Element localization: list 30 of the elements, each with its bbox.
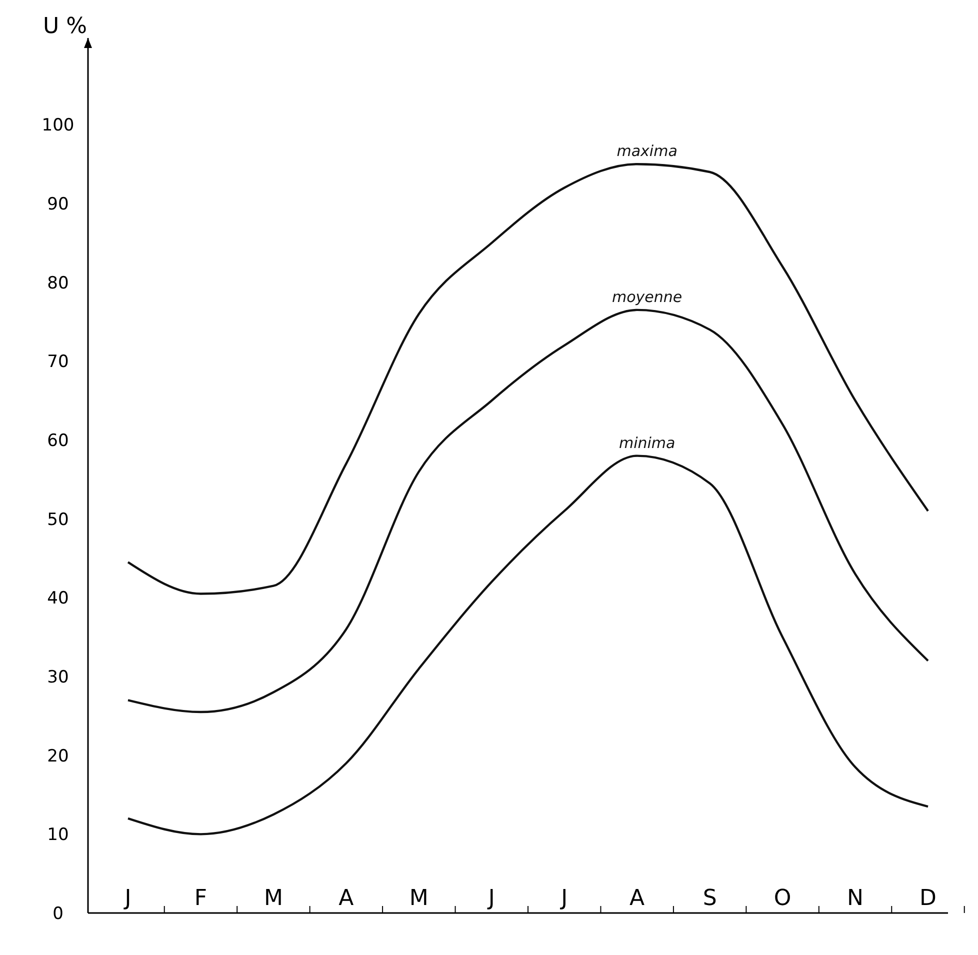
x-tick-label: F <box>194 886 208 911</box>
y-tick-label: 80 <box>47 273 69 294</box>
x-tick-label: J <box>122 886 132 911</box>
y-tick-label: 40 <box>47 588 69 609</box>
y-tick-label: 30 <box>47 667 69 688</box>
y-tick-label: 90 <box>47 194 69 214</box>
x-tick-label: J <box>486 886 495 911</box>
y-axis-title: U % <box>43 14 87 39</box>
y-tick-label: 100 <box>42 116 74 136</box>
line-series <box>126 308 930 714</box>
x-tick-label: J <box>559 886 568 911</box>
line-series <box>126 163 930 595</box>
x-tick-label: N <box>847 886 864 911</box>
y-tick-label: 0 <box>52 904 64 924</box>
series-label: maxima <box>616 142 678 160</box>
y-tick-label: 10 <box>47 825 69 846</box>
x-tick-label: A <box>630 886 645 911</box>
series-label: minima <box>618 434 676 452</box>
x-tick-label: M <box>409 886 428 911</box>
x-tick-label: O <box>774 886 792 911</box>
y-tick-label: 50 <box>47 510 69 530</box>
x-tick-label: D <box>920 886 936 911</box>
line-series <box>126 454 930 836</box>
y-tick-label: 60 <box>47 430 69 451</box>
x-tick-label: S <box>702 886 717 911</box>
y-tick-label: 20 <box>47 746 69 766</box>
x-tick-label: A <box>338 886 354 911</box>
x-tick-label: M <box>264 886 283 911</box>
series-label: moyenne <box>612 288 682 306</box>
y-tick-label: 70 <box>47 352 69 372</box>
